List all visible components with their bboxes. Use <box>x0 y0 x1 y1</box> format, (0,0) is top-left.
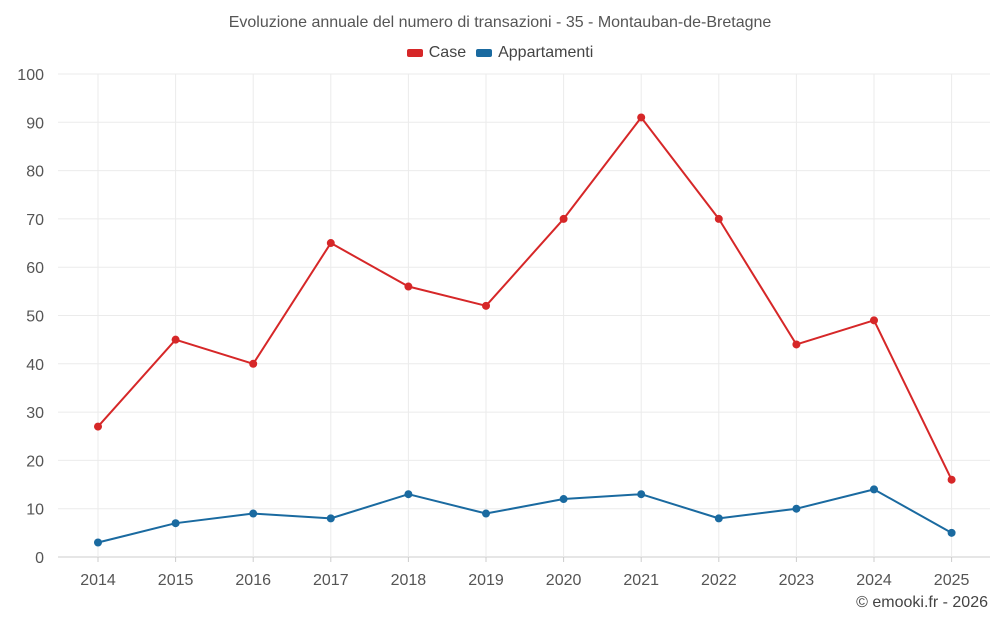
data-point-case-2019 <box>482 301 490 310</box>
legend-swatch-appartamenti <box>476 49 493 57</box>
data-point-appartamenti-2021 <box>637 490 646 499</box>
x-tick-label-2021: 2021 <box>623 572 659 589</box>
x-tick-label-2014: 2014 <box>80 572 116 589</box>
x-tick-label-2018: 2018 <box>391 572 427 589</box>
legend-item-appartamenti[interactable]: Appartamenti <box>476 44 593 62</box>
data-point-appartamenti-2022 <box>714 514 723 523</box>
y-tick-label-0: 0 <box>35 550 44 567</box>
data-point-appartamenti-2017 <box>326 514 335 523</box>
data-point-case-2024 <box>870 316 878 325</box>
y-tick-label-90: 90 <box>26 115 44 132</box>
data-point-case-2022 <box>714 214 723 223</box>
data-point-appartamenti-2016 <box>249 509 258 518</box>
data-point-appartamenti-2015 <box>171 519 180 528</box>
data-point-case-2015 <box>171 335 180 344</box>
y-tick-label-10: 10 <box>26 502 44 519</box>
legend-swatch-case <box>406 49 423 57</box>
legend-label-appartamenti: Appartamenti <box>498 44 594 61</box>
x-tick-label-2022: 2022 <box>701 572 737 589</box>
data-point-appartamenti-2024 <box>870 485 878 494</box>
x-tick-label-2019: 2019 <box>468 572 504 589</box>
data-point-appartamenti-2020 <box>559 495 568 504</box>
data-point-case-2020 <box>559 214 568 223</box>
data-point-case-2021 <box>637 113 646 122</box>
y-tick-label-70: 70 <box>26 212 44 229</box>
series-line-case <box>97 116 953 481</box>
data-point-appartamenti-2019 <box>482 509 490 518</box>
credit-text: © emooki.fr - 2026 <box>856 594 988 611</box>
data-point-appartamenti-2018 <box>404 490 413 499</box>
data-point-case-2017 <box>326 239 335 248</box>
x-tick-label-2015: 2015 <box>158 572 194 589</box>
y-tick-label-40: 40 <box>26 357 44 374</box>
x-tick-label-2023: 2023 <box>779 572 815 589</box>
data-point-case-2016 <box>249 359 258 368</box>
x-tick-label-2024: 2024 <box>856 572 892 589</box>
legend-label-case: Case <box>428 44 467 61</box>
y-tick-label-100: 100 <box>17 67 44 84</box>
chart-title: Evoluzione annuale del numero di transaz… <box>228 14 772 31</box>
y-tick-label-30: 30 <box>26 405 44 422</box>
x-tick-label-2025: 2025 <box>934 572 970 589</box>
data-point-case-2018 <box>404 282 413 291</box>
y-tick-label-60: 60 <box>26 260 44 277</box>
data-point-appartamenti-2025 <box>947 528 956 537</box>
data-point-case-2014 <box>94 422 102 431</box>
data-point-case-2023 <box>792 340 801 349</box>
x-tick-label-2020: 2020 <box>546 572 582 589</box>
y-tick-label-50: 50 <box>26 309 44 326</box>
data-point-case-2025 <box>947 475 956 484</box>
y-tick-label-20: 20 <box>26 453 44 470</box>
legend-item-case[interactable]: Case <box>406 44 467 62</box>
data-point-appartamenti-2023 <box>792 504 801 513</box>
x-tick-label-2017: 2017 <box>313 572 349 589</box>
y-tick-label-80: 80 <box>26 164 44 181</box>
series-line-appartamenti <box>97 488 953 544</box>
data-point-appartamenti-2014 <box>94 538 102 547</box>
x-tick-label-2016: 2016 <box>235 572 271 589</box>
legend: Case Appartamenti <box>0 44 1000 62</box>
